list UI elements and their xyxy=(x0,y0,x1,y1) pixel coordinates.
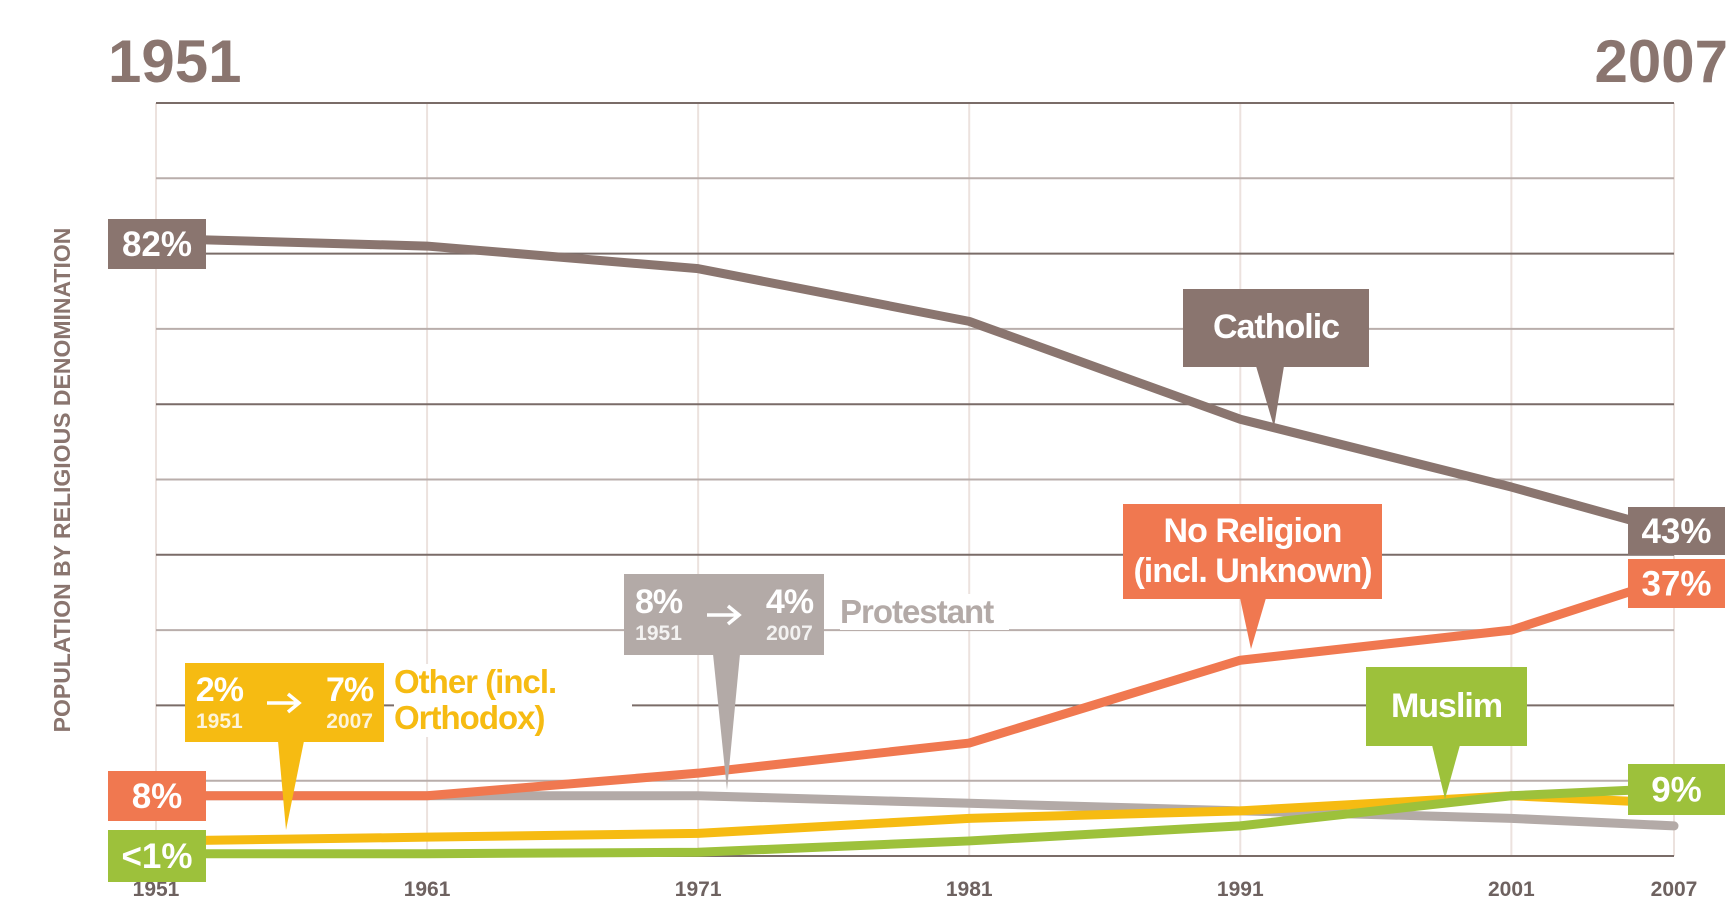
x-tick-label: 1991 xyxy=(1217,878,1264,901)
grid xyxy=(155,102,1675,857)
year: 1951 xyxy=(195,710,243,733)
value-label: 4% xyxy=(765,583,814,621)
end-year: 2007 xyxy=(1595,28,1728,95)
x-tick-label: 1981 xyxy=(946,878,993,901)
x-tick-label: 1971 xyxy=(675,878,722,901)
value-label-box xyxy=(1628,559,1725,608)
value-label: 43% xyxy=(1641,512,1711,551)
value-label-box xyxy=(1628,764,1725,815)
other-callout: 2% 1951 7% 2007 xyxy=(185,663,384,742)
x-tick-label: 2007 xyxy=(1651,878,1698,901)
value-label-box xyxy=(108,219,206,269)
value-label: 82% xyxy=(122,225,192,264)
value-label: 8% xyxy=(132,777,183,816)
pointer xyxy=(1432,745,1460,799)
y-axis-label: POPULATION BY RELIGIOUS DENOMINATION xyxy=(49,228,75,733)
arrow xyxy=(267,692,303,713)
value-label: 7% xyxy=(326,671,374,709)
pointer xyxy=(1256,366,1284,427)
series-line xyxy=(151,234,1679,537)
start-year: 1951 xyxy=(108,28,241,95)
lines xyxy=(151,234,1679,859)
series-name: Catholic xyxy=(1212,308,1340,347)
value-label-box xyxy=(108,830,206,882)
year: 2007 xyxy=(326,710,373,733)
x-tick-label: 1961 xyxy=(404,878,451,901)
value-label: 2% xyxy=(195,671,244,709)
value-label: 37% xyxy=(1641,565,1711,604)
no-religion-callout: No Religion (incl. Unknown) xyxy=(1123,504,1382,599)
pointer xyxy=(713,654,740,790)
value-label: <1% xyxy=(121,837,192,876)
series-line xyxy=(151,783,1679,859)
series-line xyxy=(151,572,1679,801)
arrow xyxy=(707,604,742,625)
protestant-callout: 8% 1951 4% 2007 xyxy=(624,574,824,655)
pointer xyxy=(278,741,304,830)
value-label-box xyxy=(1628,507,1725,555)
catholic-callout: Catholic xyxy=(1183,289,1369,367)
x-tick-label: 1951 xyxy=(133,878,180,901)
series-name: Other (incl. Orthodox) xyxy=(394,663,632,737)
year: 1951 xyxy=(635,622,682,645)
value-label-box xyxy=(108,771,206,821)
value-label: 9% xyxy=(1651,771,1702,810)
pointer xyxy=(1240,598,1266,649)
year: 2007 xyxy=(766,622,813,645)
series-name: No Religion (incl. Unknown) xyxy=(1133,512,1372,590)
muslim-callout: Muslim xyxy=(1366,667,1527,746)
series-name: Muslim xyxy=(1390,686,1503,725)
series-name: Protestant xyxy=(840,593,1010,631)
value-label: 8% xyxy=(634,583,683,621)
x-tick-label: 2001 xyxy=(1488,878,1535,901)
